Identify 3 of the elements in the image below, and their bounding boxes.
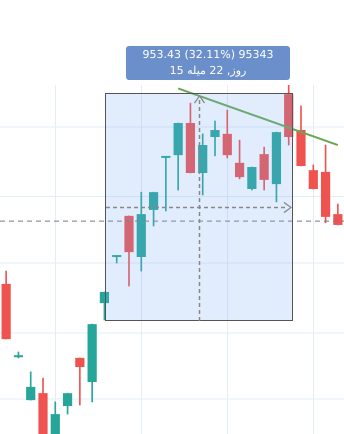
candlestick <box>210 120 220 156</box>
text: 953.43 (32.11%) 95343 <box>141 47 274 63</box>
text: 15 روز, 22 میله <box>168 63 248 79</box>
